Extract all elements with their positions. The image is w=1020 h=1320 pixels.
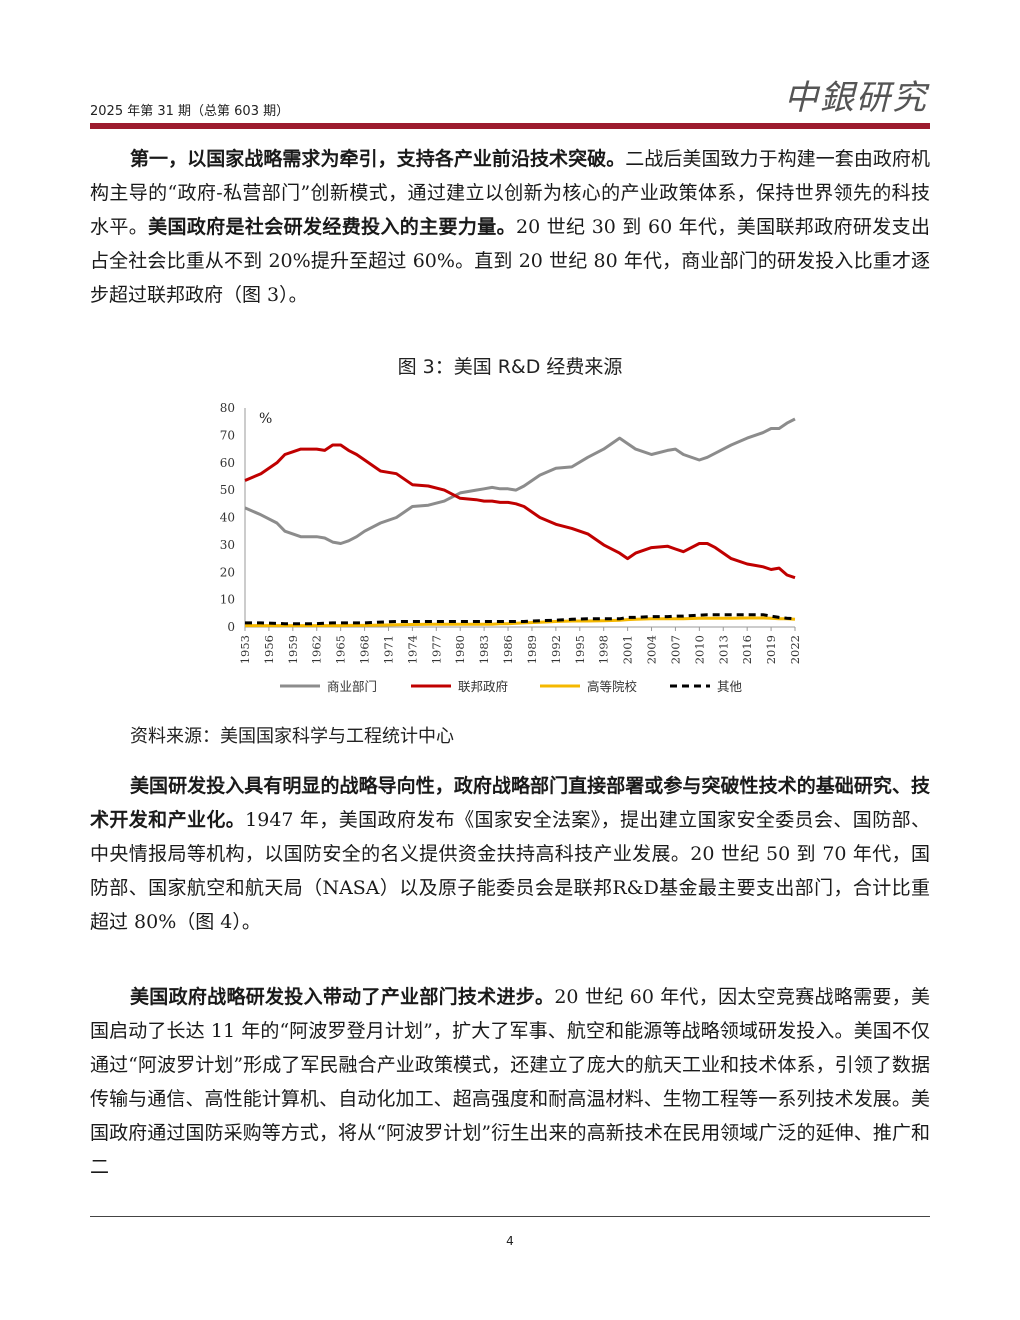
header-divider [90,123,930,129]
series-line-1 [244,417,796,545]
series-line-4 [245,613,796,626]
rd-funding-source-chart: 0 10 20 30 40 50 60 70 80% 1953 1956 1959 1962 1965 19… [220,401,802,694]
paragraph-3: 美国政府战略研发投入带动了产业部门技术进步。20 世纪 60 年代，因太空竞赛战… [90,980,930,1184]
paragraph-3-text: 20 世纪 60 年代，因太空竞赛战略需要，美国启动了长达 11 年的“阿波罗登… [90,986,930,1178]
x-tick-label: 1977 [429,635,443,664]
paragraph-1: 第一，以国家战略需求为牵引，支持各产业前沿技术突破。二战后美国致力于构建一套由政… [90,142,930,312]
x-tick-label: 1995 [573,635,587,664]
x-tick-label: 1989 [525,635,539,664]
x-tick-label: 1959 [286,635,300,664]
x-tick-label: 2007 [668,635,682,664]
series-line-2 [244,443,796,580]
y-tick-label: 40 [220,511,235,525]
y-tick-label: 30 [220,538,235,552]
y-tick-label: 20 [220,565,235,579]
y-tick-label: 80 [220,401,235,415]
x-tick-label: 1983 [477,635,491,664]
y-tick-label: 60 [220,456,235,470]
paragraph-2-lead: 美国研发投入具有明显的战略导向性，政府战略部门直接部署或参与突破性技术的基础研究… [90,775,930,831]
paragraph-1-text-1: 二战后美国致力于构建一套由政府机构主导的“政府-私营部门”创新模式，通过建立以创… [90,148,930,238]
figure-title: 图 3：美国 R&D 经费来源 [397,356,623,378]
paragraph-1-lead: 第一，以国家战略需求为牵引，支持各产业前沿技术突破。 [130,148,626,170]
x-tick-label: 1992 [549,635,563,664]
legend-label: 高等院校 [587,679,638,694]
x-tick-label: 1968 [358,635,372,664]
y-tick-label: 0 [227,620,235,634]
issue-label: 2025 年第 31 期（总第 603 期） [90,104,290,119]
figure-source: 资料来源：美国国家科学与工程统计中心 [130,726,454,747]
paragraph-2: 美国研发投入具有明显的战略导向性，政府战略部门直接部署或参与突破性技术的基础研究… [90,769,930,939]
paragraph-1-bold-mid: 美国政府是社会研发经费投入的主要力量。 [148,216,516,238]
x-tick-label: 2019 [764,635,778,664]
x-tick-label: 1974 [405,635,419,664]
paragraph-1-text-2: 20 世纪 30 到 60 年代，美国联邦政府研发支出占全社会比重从不到 20%… [90,216,930,306]
page-number: 4 [506,1234,514,1248]
x-tick-label: 2010 [692,635,706,664]
legend-label: 其他 [717,679,743,694]
x-tick-label: 2022 [788,635,802,664]
series-line-3 [245,616,796,628]
x-tick-label: 2004 [645,635,659,664]
x-tick-label: 1953 [238,635,252,664]
y-unit-label: % [259,411,272,427]
paragraph-2-text: 1947 年，美国政府发布《国家安全法案》，提出建立国家安全委员会、国防部、中央… [90,809,930,933]
y-tick-label: 50 [220,483,235,497]
x-tick-label: 1980 [453,635,467,664]
legend-label: 联邦政府 [458,679,508,694]
legend-label: 商业部门 [327,679,377,694]
y-tick-label: 10 [220,593,235,607]
y-tick-label: 70 [220,428,235,442]
x-tick-label: 2013 [716,635,730,664]
x-tick-label: 2016 [740,635,754,664]
x-tick-label: 1956 [262,635,276,664]
x-tick-label: 1962 [310,635,324,664]
x-tick-label: 1971 [381,635,395,664]
boc-research-logo: 中銀研究 [784,78,928,118]
x-tick-label: 1965 [334,635,348,664]
x-tick-label: 2001 [621,635,635,664]
footer-divider [90,1216,930,1217]
paragraph-3-lead: 美国政府战略研发投入带动了产业部门技术进步。 [130,986,555,1008]
x-tick-label: 1998 [597,635,611,664]
x-tick-label: 1986 [501,635,515,664]
